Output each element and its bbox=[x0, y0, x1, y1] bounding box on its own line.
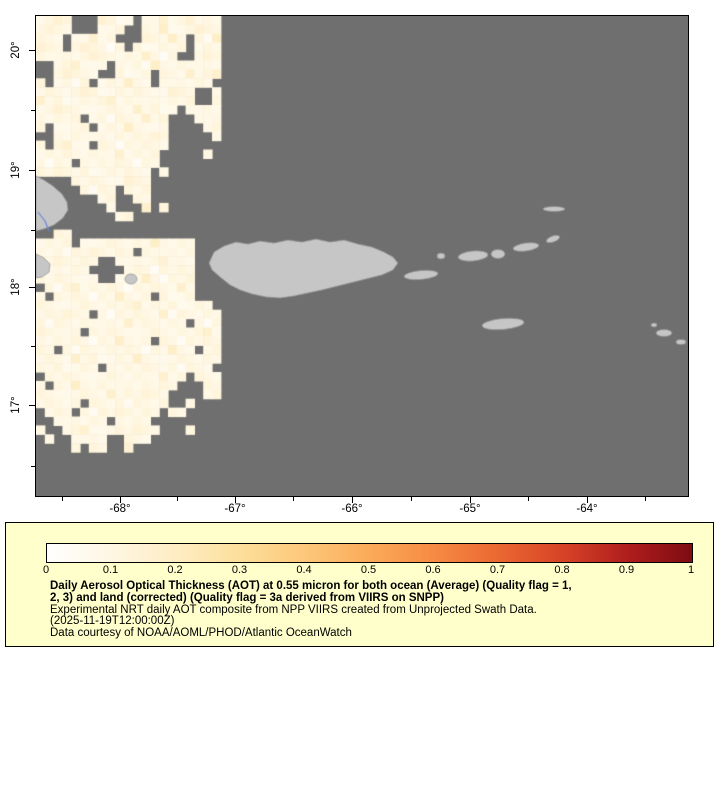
colorbar-tick-label: 0.2 bbox=[167, 564, 183, 576]
colorbar-tick-label: 0 bbox=[42, 564, 50, 576]
lat-axis-label: 18° bbox=[10, 278, 22, 296]
lon-major-tick bbox=[586, 497, 588, 503]
legend-title-line-2: 2, 3) and land (corrected) (Quality flag… bbox=[50, 591, 444, 604]
legend-panel: 0 0.1 0.2 0.3 0.4 0.5 0.6 0.7 0.8 0.9 1 Daily Aero… bbox=[5, 522, 714, 647]
lon-axis-label: -64° bbox=[576, 503, 598, 515]
map-canvas bbox=[36, 16, 688, 496]
colorbar-tick-label: 0.7 bbox=[489, 564, 506, 576]
lon-major-tick bbox=[119, 497, 121, 503]
lat-axis-label: 17° bbox=[10, 396, 22, 414]
lon-axis-label: -65° bbox=[459, 503, 481, 515]
colorbar-tick-label: 0.4 bbox=[296, 564, 312, 576]
lat-axis-label: 20° bbox=[10, 41, 22, 59]
lon-minor-tick bbox=[292, 497, 294, 501]
lon-axis-label: -66° bbox=[341, 503, 363, 515]
colorbar-tick-label: 0.1 bbox=[102, 564, 119, 576]
legend-text-block: Daily Aerosol Optical Thickness (AOT) at… bbox=[50, 580, 572, 640]
lon-minor-tick bbox=[176, 497, 178, 501]
legend-credit: Data courtesy of NOAA/AOML/PHOD/Atlantic… bbox=[50, 627, 352, 640]
lon-axis-label: -67° bbox=[224, 503, 246, 515]
lon-minor-tick bbox=[61, 497, 63, 501]
colorbar-tick-label: 0.9 bbox=[618, 564, 635, 576]
colorbar-tick-label: 0.3 bbox=[231, 564, 248, 576]
legend-timestamp: (2025-11-19T12:00:00Z) bbox=[50, 615, 175, 628]
colorbar-tick-label: 0.5 bbox=[360, 564, 377, 576]
colorbar bbox=[46, 543, 693, 563]
legend-description: Experimental NRT daily AOT composite fro… bbox=[50, 603, 537, 616]
colorbar-tick-label: 0.8 bbox=[554, 564, 570, 576]
lon-major-tick bbox=[351, 497, 353, 503]
lon-axis-label: -68° bbox=[109, 503, 131, 515]
lat-axis-label: 19° bbox=[10, 161, 22, 179]
colorbar-tick-label: 0.6 bbox=[425, 564, 441, 576]
aot-map-area bbox=[35, 15, 689, 497]
lon-major-tick bbox=[469, 497, 471, 503]
colorbar-tick-label: 1 bbox=[687, 564, 695, 576]
lon-minor-tick bbox=[410, 497, 412, 501]
lon-major-tick bbox=[234, 497, 236, 503]
legend-title-line-1: Daily Aerosol Optical Thickness (AOT) at… bbox=[50, 580, 572, 592]
lon-minor-tick bbox=[527, 497, 529, 501]
lon-minor-tick bbox=[644, 497, 646, 501]
